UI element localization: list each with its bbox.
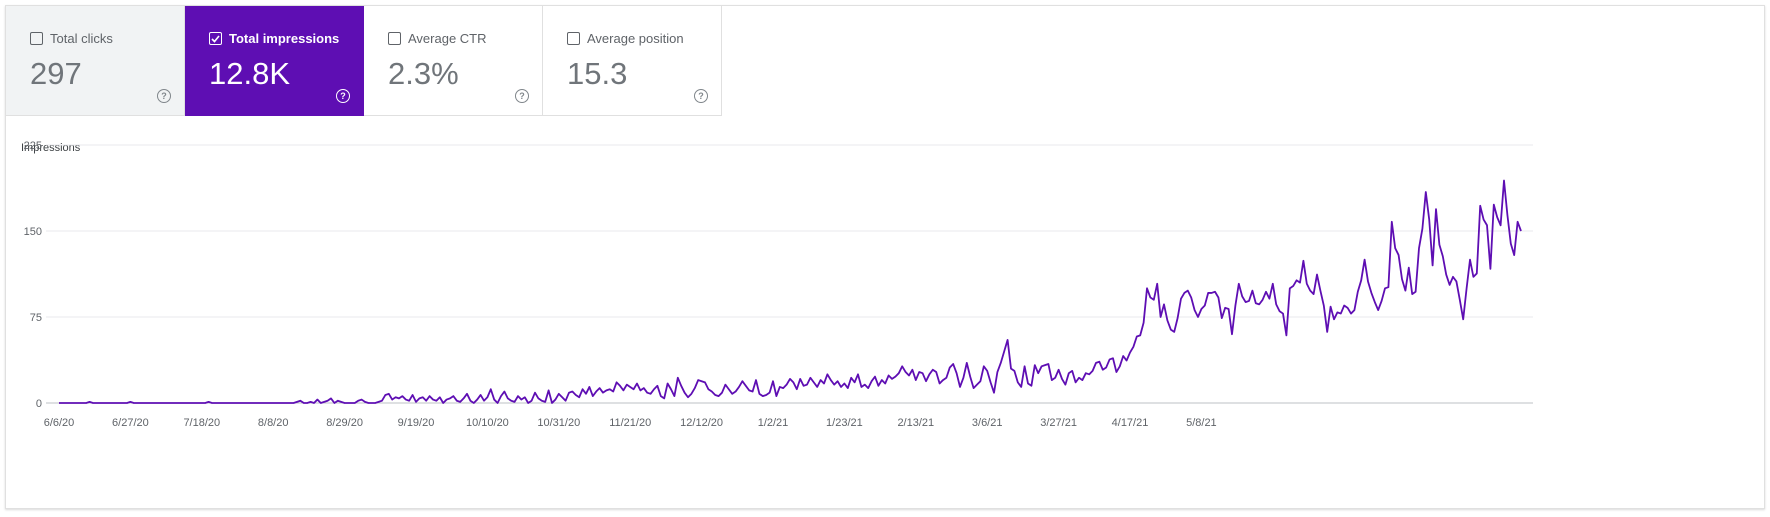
y-tick-label: 0 [36,398,42,410]
impressions-line [59,179,1522,404]
x-tick-label: 7/18/20 [183,417,220,429]
y-tick-label: 150 [24,226,42,238]
x-tick-label: 10/10/20 [466,417,509,429]
x-tick-label: 3/6/21 [972,417,1003,429]
performance-card: Total clicks 297 ? Total impressions 12.… [5,5,1765,509]
metric-label: Total impressions [229,31,340,46]
x-tick-label: 6/6/20 [44,417,75,429]
x-tick-label: 1/2/21 [758,417,789,429]
x-tick-label: 1/23/21 [826,417,863,429]
metric-value: 2.3% [388,56,459,91]
metric-label: Average position [587,31,684,46]
question-circle-icon[interactable]: ? [336,89,350,103]
question-circle-icon[interactable]: ? [157,89,171,103]
x-tick-label: 10/31/20 [537,417,580,429]
metric-average-position[interactable]: Average position 15.3 ? [543,6,722,116]
question-circle-icon[interactable]: ? [694,89,708,103]
checkbox-unchecked[interactable] [388,32,401,45]
x-tick-label: 4/17/21 [1112,417,1149,429]
x-tick-label: 11/21/20 [609,417,651,429]
y-tick-label: 225 [24,140,42,152]
x-tick-label: 9/19/20 [398,417,435,429]
checkbox-unchecked[interactable] [567,32,580,45]
metric-total-impressions[interactable]: Total impressions 12.8K ? [185,6,364,116]
y-tick-label: 75 [30,312,42,324]
metric-total-clicks[interactable]: Total clicks 297 ? [6,6,185,116]
checkbox-unchecked[interactable] [30,32,43,45]
x-tick-label: 8/29/20 [326,417,363,429]
checkmark-icon [211,34,220,43]
metric-tabs: Total clicks 297 ? Total impressions 12.… [6,6,722,117]
x-tick-label: 5/8/21 [1186,417,1217,429]
x-tick-label: 12/12/20 [680,417,723,429]
x-tick-label: 3/27/21 [1040,417,1077,429]
x-tick-label: 2/13/21 [897,417,934,429]
metric-label: Total clicks [50,31,113,46]
checkbox-checked[interactable] [209,32,222,45]
metric-value: 297 [30,56,82,91]
x-tick-label: 8/8/20 [258,417,289,429]
impressions-chart: 0 75 150 225 6/6/20 6/27/20 7/18/20 8/8/20 8/29/… [24,140,1533,429]
metric-value: 12.8K [209,56,291,91]
metric-value: 15.3 [567,56,628,91]
metric-average-ctr[interactable]: Average CTR 2.3% ? [364,6,543,116]
x-tick-label: 6/27/20 [112,417,149,429]
metric-label: Average CTR [408,31,487,46]
question-circle-icon[interactable]: ? [515,89,529,103]
